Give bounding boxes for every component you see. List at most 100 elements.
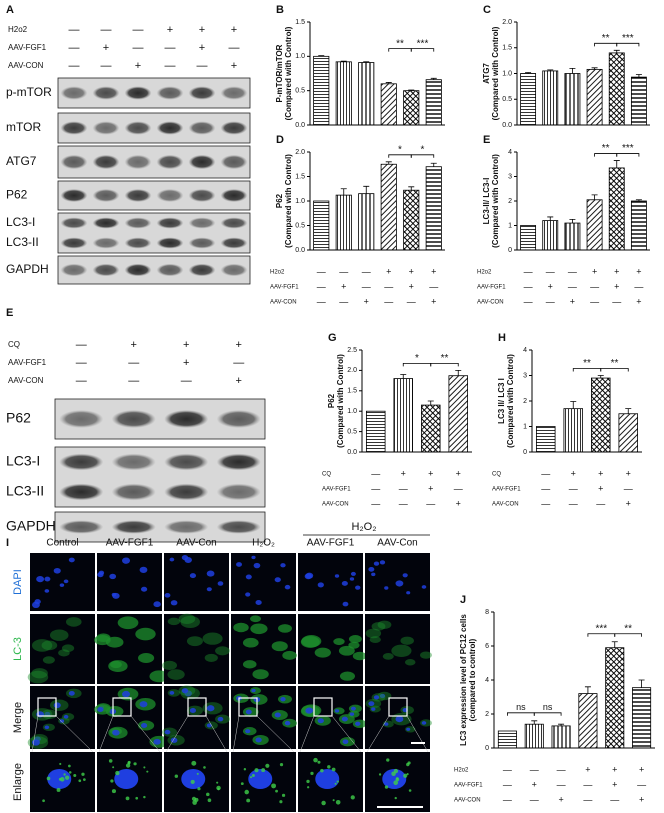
- bar: [520, 73, 537, 126]
- condition-sign: —: [399, 498, 408, 508]
- nucleus: [63, 579, 69, 584]
- condition-sign: +: [636, 296, 641, 306]
- blot-band: [59, 410, 104, 428]
- error-bar: [570, 401, 577, 409]
- bar: [608, 52, 625, 126]
- condition-sign: +: [456, 468, 461, 478]
- blot-frame: [57, 212, 251, 254]
- y-tick-label: 1.0: [347, 408, 357, 415]
- nucleus: [255, 737, 262, 743]
- condition-sign: +: [199, 42, 205, 54]
- y-tick-label: 1.0: [295, 53, 305, 60]
- significance-label: **: [611, 358, 619, 369]
- bar: [564, 73, 581, 126]
- condition-sign: —: [546, 266, 555, 276]
- lc3-puncta: [307, 786, 310, 789]
- y-tick-label: 8: [485, 609, 489, 616]
- bar: [380, 83, 397, 126]
- lc3-puncta: [191, 796, 197, 801]
- nucleus: [44, 725, 50, 730]
- blot-band: [92, 188, 120, 203]
- bar: [564, 222, 581, 251]
- nucleus: [44, 589, 50, 593]
- blot-band: [60, 263, 88, 277]
- significance-bracket: [616, 42, 640, 47]
- blot-frame: [57, 255, 251, 285]
- blot-band: [188, 217, 216, 229]
- lc3-puncta: [327, 765, 331, 769]
- nucleus: [164, 593, 171, 598]
- condition-name: AAV-FGF1: [492, 487, 521, 493]
- condition-sign: +: [231, 60, 237, 72]
- y-tick-label: 4: [508, 149, 512, 156]
- bar: [425, 166, 442, 251]
- nucleus: [368, 566, 375, 572]
- nucleus: [170, 600, 178, 606]
- condition-sign: —: [76, 339, 87, 351]
- blot-band: [111, 483, 156, 501]
- nucleus: [139, 701, 148, 708]
- error-bar: [363, 185, 370, 194]
- significance-label: ***: [417, 38, 429, 49]
- condition-sign: +: [585, 764, 590, 774]
- condition-sign: +: [364, 296, 369, 306]
- blot-band: [220, 188, 248, 203]
- condition-name: CQ: [492, 472, 501, 478]
- condition-name: AAV-FGF1: [8, 358, 47, 367]
- nucleus: [284, 584, 291, 590]
- lc3-signal: [338, 645, 355, 656]
- lc3-signal: [242, 637, 259, 648]
- y-tick-label: 1: [523, 423, 527, 430]
- blot-band: [124, 188, 152, 203]
- significance-label: **: [583, 358, 591, 369]
- blot-band: [59, 520, 104, 534]
- panel-label: E: [483, 134, 490, 146]
- condition-sign: —: [610, 794, 619, 804]
- condition-sign: +: [636, 266, 641, 276]
- condition-sign: —: [69, 24, 80, 36]
- lc3-puncta: [60, 777, 65, 782]
- condition-sign: —: [569, 498, 578, 508]
- condition-sign: +: [532, 779, 537, 789]
- y-axis-label: ATG7: [482, 63, 491, 84]
- y-tick-label: 1.5: [295, 19, 305, 26]
- nucleus: [53, 567, 61, 574]
- lc3-signal: [58, 649, 70, 657]
- bar: [393, 378, 413, 453]
- lc3-puncta: [243, 768, 247, 771]
- column-header: AAV-FGF1: [106, 538, 154, 549]
- blot-frame: [57, 77, 251, 109]
- nucleus: [169, 690, 175, 695]
- nucleus: [181, 554, 189, 561]
- lc3-signal: [282, 650, 297, 660]
- lc3-signal: [149, 670, 169, 683]
- panel-label: B: [276, 4, 284, 16]
- blot-band: [164, 483, 209, 501]
- lc3-puncta: [197, 787, 201, 791]
- lc3-signal: [404, 659, 416, 666]
- lc3-puncta: [336, 780, 339, 783]
- bar: [448, 375, 468, 453]
- lc3-signal: [202, 632, 223, 645]
- lc3-puncta: [310, 771, 314, 776]
- significance-label: **: [624, 623, 632, 634]
- lc3-signal: [365, 628, 382, 639]
- condition-name: AAV-CON: [477, 300, 504, 306]
- nucleus: [384, 722, 389, 726]
- error-bar: [385, 82, 392, 84]
- condition-sign: +: [614, 266, 619, 276]
- lc3-signal: [31, 668, 48, 679]
- condition-sign: —: [362, 266, 371, 276]
- lc3-signal: [277, 624, 292, 633]
- condition-sign: +: [428, 483, 433, 493]
- nucleus: [181, 769, 206, 789]
- condition-sign: +: [431, 266, 436, 276]
- error-bar: [400, 374, 407, 379]
- nucleus: [317, 582, 324, 588]
- nucleus: [248, 769, 273, 789]
- lc3-signal: [400, 636, 414, 645]
- lc3-signal: [252, 669, 269, 680]
- blot-band: [156, 237, 184, 249]
- error-bar: [547, 216, 554, 221]
- y-tick-label: 0: [485, 745, 489, 752]
